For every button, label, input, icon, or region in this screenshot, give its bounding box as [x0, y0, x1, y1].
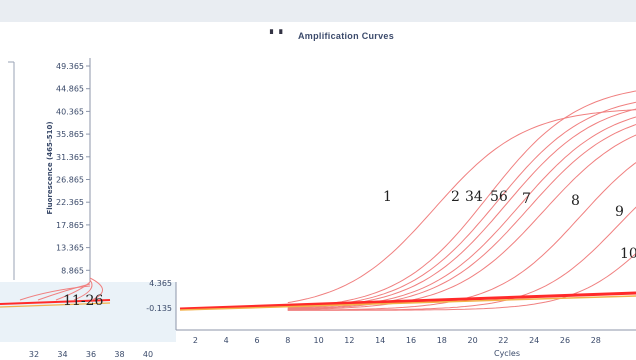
x-axis-label: Cycles	[494, 349, 520, 358]
x-tick-labels: 2 4 6 8 10 12 14 16 18 20 22 24 26 28	[193, 336, 601, 345]
x-tick-label: 22	[498, 336, 508, 345]
flat-curve-group	[0, 277, 636, 311]
x-tick-label: 28	[591, 336, 601, 345]
chart-logo-icon: ▘▝	[270, 30, 283, 39]
curve-label-9: 9	[615, 204, 624, 220]
x-tick-labels-left: 32 34 36 38 40	[29, 350, 153, 359]
x-tick-label: 26	[560, 336, 570, 345]
amplification-curve-5	[287, 116, 636, 310]
baseline-curve	[179, 295, 636, 311]
y-tick-label: 40.365	[56, 107, 84, 116]
x-tick-label: 20	[468, 336, 478, 345]
amplification-curve-1	[287, 109, 636, 304]
x-tick-label: 18	[437, 336, 447, 345]
x-tick-label-left: 38	[114, 350, 124, 359]
curve-label-10: 10	[620, 246, 636, 262]
y-tick-label: 8.865	[61, 266, 84, 275]
x-tick-label-left: 40	[143, 350, 153, 359]
x-tick-label-left: 32	[29, 350, 39, 359]
x-tick-label-left: 34	[57, 350, 67, 359]
x-tick-label: 10	[314, 336, 324, 345]
x-tick-label: 12	[344, 336, 354, 345]
curve-label-7: 7	[522, 191, 531, 207]
curve-label-2: 2	[451, 189, 460, 205]
top-toolbar	[0, 0, 636, 22]
y-tick-label: 44.865	[56, 85, 84, 94]
inset-curve	[73, 279, 93, 301]
curve-label-8: 8	[571, 193, 580, 209]
x-tick-label: 14	[375, 336, 385, 345]
y-tick-label: 17.865	[56, 221, 84, 230]
amplification-curve-7	[287, 134, 636, 311]
curve-label-56: 56	[490, 189, 508, 205]
inset-curve	[89, 277, 103, 301]
curve-group	[287, 90, 636, 311]
inset-curve	[19, 285, 91, 301]
amplification-curve-4	[287, 108, 636, 310]
inset-curve	[55, 281, 91, 301]
y-tick-label: 26.865	[56, 176, 84, 185]
amplification-curve-2	[287, 90, 636, 309]
x-tick-label-left: 36	[86, 350, 96, 359]
amplification-curve-10	[287, 252, 636, 311]
y-tick-label: 35.865	[56, 130, 84, 139]
y-tick-label: 22.365	[56, 198, 84, 207]
y-axis-label: Fluorescence (465-510)	[46, 121, 54, 214]
x-tick-label: 16	[406, 336, 416, 345]
y-tick-labels: 49.365 44.865 40.365 35.865 31.365 26.865 22.3…	[56, 62, 172, 313]
flat-curves-inset	[0, 299, 111, 305]
baseline-curve-inset	[0, 302, 111, 308]
curve-label-1: 1	[383, 189, 392, 205]
y-tick-label: 4.365	[149, 279, 172, 288]
chart-title: Amplification Curves	[298, 31, 395, 41]
x-tick-label: 6	[254, 336, 259, 345]
flat-curves-11-26	[179, 291, 636, 311]
x-tick-label: 2	[193, 336, 198, 345]
y-tick-label: 31.365	[56, 153, 84, 162]
x-tick-label: 24	[529, 336, 539, 345]
curve-label-11-26: 11-26	[63, 293, 103, 309]
x-tick-label: 4	[224, 336, 229, 345]
curve-label-34: 34	[465, 189, 483, 205]
y-tick-label: 49.365	[56, 62, 84, 71]
y-tick-label: 13.365	[56, 244, 84, 253]
y-tick-label: -0.135	[146, 304, 172, 313]
amplification-curve-3	[287, 101, 636, 309]
x-tick-label: 8	[285, 336, 290, 345]
amplification-curve-6	[287, 124, 636, 310]
